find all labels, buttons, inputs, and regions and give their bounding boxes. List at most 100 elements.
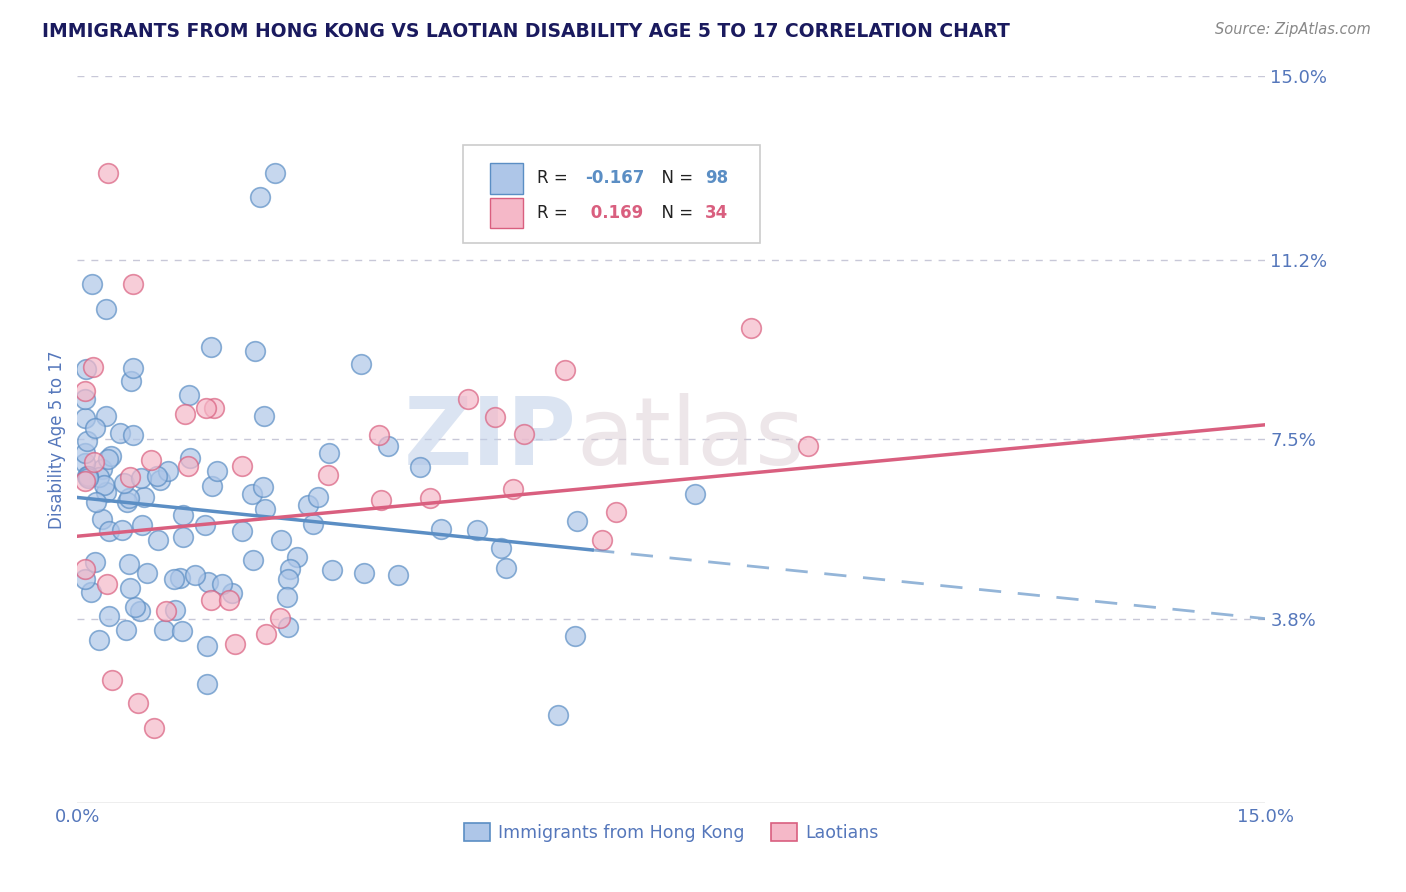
Point [87, 470, 110, 484]
Point [172, 508, 194, 523]
Point [321, 563, 343, 577]
Point [254, 627, 277, 641]
Point [201, 478, 224, 492]
Point [211, 577, 233, 591]
Point [79, 584, 101, 599]
Point [118, 557, 141, 571]
Point [120, 374, 142, 388]
Point [131, 517, 153, 532]
Point [146, 469, 169, 483]
Text: 0.169: 0.169 [585, 204, 643, 222]
Point [276, 590, 298, 604]
Point [513, 427, 536, 442]
Point [278, 562, 301, 576]
Point [96, 577, 118, 591]
Point [163, 572, 186, 586]
Point [564, 629, 586, 643]
FancyBboxPatch shape [464, 145, 761, 243]
Point [139, 453, 162, 467]
Point [205, 464, 228, 478]
Point [796, 439, 818, 453]
Point [350, 357, 373, 371]
Point [547, 707, 569, 722]
Point [218, 593, 240, 607]
Point [249, 190, 271, 204]
Point [316, 468, 339, 483]
Point [484, 409, 506, 424]
Point [75, 572, 97, 586]
Point [408, 460, 430, 475]
Point [75, 384, 97, 398]
Point [134, 490, 156, 504]
Text: R =: R = [537, 204, 574, 222]
Point [129, 471, 152, 485]
Point [76, 469, 98, 483]
Point [77, 469, 100, 483]
Point [177, 459, 200, 474]
Text: N =: N = [651, 169, 699, 187]
Point [297, 499, 319, 513]
Point [740, 321, 762, 335]
Point [100, 449, 122, 463]
Point [242, 552, 264, 566]
Point [146, 533, 169, 547]
Point [75, 474, 97, 488]
Point [254, 502, 277, 516]
Point [97, 166, 120, 180]
Text: IMMIGRANTS FROM HONG KONG VS LAOTIAN DISABILITY AGE 5 TO 17 CORRELATION CHART: IMMIGRANTS FROM HONG KONG VS LAOTIAN DIS… [42, 22, 1010, 41]
Point [554, 363, 576, 377]
Point [197, 574, 219, 589]
Point [285, 549, 308, 564]
Point [82, 359, 104, 374]
Point [111, 523, 134, 537]
Text: ZIP: ZIP [404, 393, 576, 485]
Point [96, 302, 118, 317]
Point [127, 696, 149, 710]
Point [197, 677, 219, 691]
Y-axis label: Disability Age 5 to 17: Disability Age 5 to 17 [48, 350, 66, 529]
Point [245, 343, 267, 358]
Point [84, 495, 107, 509]
Point [120, 581, 142, 595]
Point [200, 340, 222, 354]
Text: -0.167: -0.167 [585, 169, 644, 187]
Point [179, 450, 201, 465]
Point [195, 640, 218, 654]
Point [368, 428, 391, 442]
Point [155, 603, 177, 617]
Point [264, 166, 287, 180]
Point [370, 492, 392, 507]
Point [253, 409, 276, 423]
Point [591, 533, 613, 547]
Point [502, 483, 524, 497]
Point [277, 572, 299, 586]
Point [172, 530, 194, 544]
Point [169, 571, 191, 585]
Point [195, 401, 218, 416]
Point [269, 610, 291, 624]
Point [115, 495, 138, 509]
Point [115, 624, 138, 638]
Point [83, 455, 105, 469]
Point [565, 514, 588, 528]
Point [252, 480, 274, 494]
Point [121, 277, 143, 292]
Point [177, 388, 200, 402]
Point [122, 361, 145, 376]
Point [75, 411, 97, 425]
Point [75, 392, 97, 406]
Text: atlas: atlas [576, 393, 804, 485]
Point [84, 420, 107, 434]
Point [270, 533, 292, 547]
Text: N =: N = [651, 204, 699, 222]
Bar [489, 163, 523, 194]
Point [605, 505, 627, 519]
Text: 34: 34 [704, 204, 728, 222]
Point [122, 427, 145, 442]
Point [153, 623, 176, 637]
Point [97, 609, 120, 624]
Point [75, 446, 97, 460]
Point [495, 561, 517, 575]
Point [90, 462, 112, 476]
Point [430, 522, 453, 536]
